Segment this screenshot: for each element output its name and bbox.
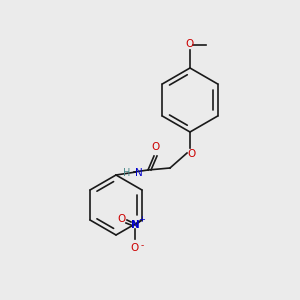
Text: H: H bbox=[123, 168, 130, 178]
Text: +: + bbox=[139, 215, 145, 224]
Text: O: O bbox=[118, 214, 126, 224]
Text: O: O bbox=[131, 243, 139, 253]
Text: O: O bbox=[187, 149, 195, 159]
Text: -: - bbox=[140, 241, 144, 250]
Text: O: O bbox=[152, 142, 160, 152]
Text: N: N bbox=[130, 220, 140, 230]
Text: N: N bbox=[135, 168, 143, 178]
Text: O: O bbox=[186, 39, 194, 49]
